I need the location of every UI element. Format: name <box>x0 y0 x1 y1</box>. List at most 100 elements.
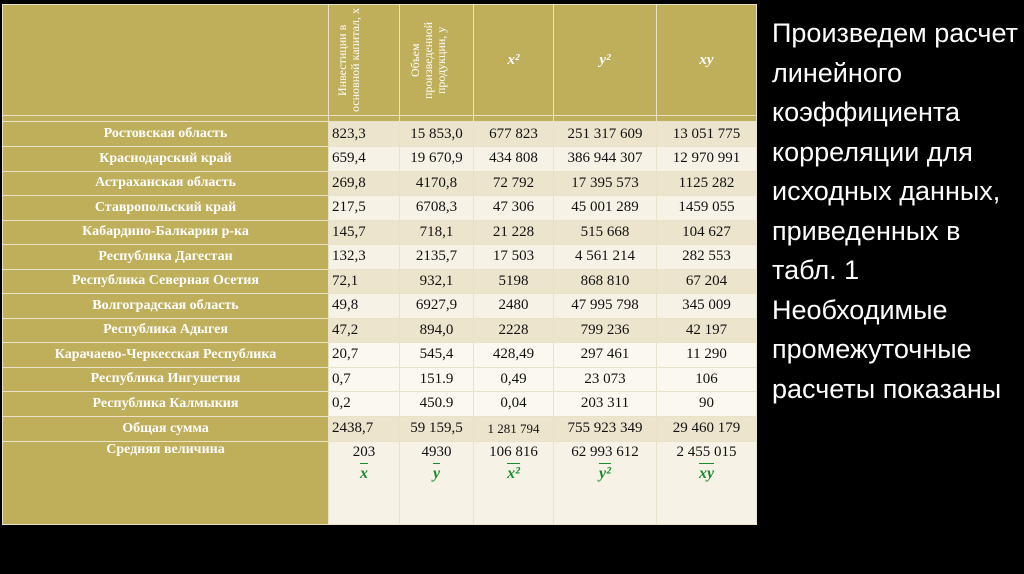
header-blank <box>2 3 329 117</box>
header-y: Объем произведенной продукции, y <box>399 3 474 117</box>
region-name: Республика Дагестан <box>2 244 329 270</box>
cell-y: 151.9 <box>399 366 474 393</box>
cell-y: 19 670,9 <box>399 146 474 172</box>
cell-y2: 203 311 <box>553 391 657 417</box>
cell-x2: 677 823 <box>473 121 554 147</box>
table-header-row: Инвестиции в основной капитал, x Объем п… <box>2 3 757 117</box>
region-name: Ростовская область <box>2 121 329 147</box>
cell-xy: 90 <box>656 391 757 417</box>
cell-x: 823,3 <box>328 121 400 147</box>
table-row: Республика Ингушетия 0,7 151.9 0,49 23 073 10… <box>2 366 757 393</box>
table-row: Астраханская область 269,8 4170,8 72 792 17 … <box>2 170 757 197</box>
cell-y: 2135,7 <box>399 244 474 270</box>
cell-y: 894,0 <box>399 317 474 344</box>
cell-x2: 5198 <box>473 268 554 295</box>
table-row: Ростовская область 823,3 15 853,0 677 823 25… <box>2 121 757 147</box>
region-name: Республика Северная Осетия <box>2 268 329 295</box>
mean-x-cell: 203 x <box>328 441 400 525</box>
mean-x-symbol: x <box>360 463 368 483</box>
cell-xy: 282 553 <box>656 244 757 270</box>
table-row: Республика Дагестан 132,3 2135,7 17 503 4 56… <box>2 244 757 270</box>
cell-x2: 17 503 <box>473 244 554 270</box>
mean-row: Средняя величина 203 x 4930 y 106 816 x² 62… <box>2 441 757 525</box>
region-name: Краснодарский край <box>2 146 329 172</box>
table-row: Республика Северная Осетия 72,1 932,1 5198 8… <box>2 268 757 295</box>
cell-x2: 21 228 <box>473 219 554 246</box>
cell-x: 217,5 <box>328 195 400 221</box>
cell-y: 450.9 <box>399 391 474 417</box>
header-y2: y² <box>553 3 657 117</box>
mean-y2: 62 993 612 <box>571 444 639 461</box>
mean-y-symbol: y <box>432 463 441 483</box>
header-separator <box>2 115 757 123</box>
cell-xy: 1459 055 <box>656 195 757 221</box>
cell-x: 47,2 <box>328 317 400 344</box>
cell-x2: 428,49 <box>473 342 554 368</box>
cell-y2: 297 461 <box>553 342 657 368</box>
region-name: Кабардино-Балкария р-ка <box>2 219 329 246</box>
cell-x2: 434 808 <box>473 146 554 172</box>
total-x: 2438,7 <box>328 415 400 443</box>
table-row: Карачаево-Черкесская Республика 20,7 545,4… <box>2 342 757 368</box>
cell-x2: 47 306 <box>473 195 554 221</box>
mean-x2: 106 816 <box>489 444 538 461</box>
cell-y2: 799 236 <box>553 317 657 344</box>
total-x2: 1 281 794 <box>473 415 554 443</box>
table-row: Волгоградская область 49,8 6927,9 2480 47 99… <box>2 293 757 319</box>
region-name: Республика Ингушетия <box>2 366 329 393</box>
data-table: Инвестиции в основной капитал, x Объем п… <box>2 3 757 525</box>
region-name: Астраханская область <box>2 170 329 197</box>
cell-y2: 386 944 307 <box>553 146 657 172</box>
table-row: Кабардино-Балкария р-ка 145,7 718,1 21 228 5… <box>2 219 757 246</box>
cell-y: 4170,8 <box>399 170 474 197</box>
mean-xy-symbol: xy <box>698 463 715 483</box>
cell-xy: 42 197 <box>656 317 757 344</box>
region-name: Карачаево-Черкесская Республика <box>2 342 329 368</box>
cell-y: 718,1 <box>399 219 474 246</box>
mean-y2-cell: 62 993 612 y² <box>553 441 657 525</box>
total-y: 59 159,5 <box>399 415 474 443</box>
region-name: Волгоградская область <box>2 293 329 319</box>
region-name: Республика Адыгея <box>2 317 329 344</box>
mean-y-cell: 4930 y <box>399 441 474 525</box>
total-y2: 755 923 349 <box>553 415 657 443</box>
cell-x: 20,7 <box>328 342 400 368</box>
cell-y2: 868 810 <box>553 268 657 295</box>
table-body: Ростовская область 823,3 15 853,0 677 823 25… <box>2 121 757 417</box>
total-label: Общая сумма <box>2 415 329 443</box>
cell-y2: 515 668 <box>553 219 657 246</box>
cell-y2: 45 001 289 <box>553 195 657 221</box>
mean-x: 203 <box>352 444 376 461</box>
cell-y: 6708,3 <box>399 195 474 221</box>
table-row: Ставропольский край 217,5 6708,3 47 306 45 0… <box>2 195 757 221</box>
cell-x: 49,8 <box>328 293 400 319</box>
cell-y2: 23 073 <box>553 366 657 393</box>
region-name: Ставропольский край <box>2 195 329 221</box>
mean-xy-cell: 2 455 015 xy <box>656 441 757 525</box>
cell-x: 0,7 <box>328 366 400 393</box>
table-row: Республика Калмыкия 0,2 450.9 0,04 203 311 90 <box>2 391 757 417</box>
cell-x2: 2480 <box>473 293 554 319</box>
cell-x2: 72 792 <box>473 170 554 197</box>
cell-xy: 345 009 <box>656 293 757 319</box>
side-text: Произведем расчет линейного коэффициента… <box>772 18 1018 404</box>
cell-x: 659,4 <box>328 146 400 172</box>
table-row: Краснодарский край 659,4 19 670,9 434 808 38… <box>2 146 757 172</box>
cell-y: 6927,9 <box>399 293 474 319</box>
cell-y: 545,4 <box>399 342 474 368</box>
cell-x: 0,2 <box>328 391 400 417</box>
total-xy: 29 460 179 <box>656 415 757 443</box>
header-xy: xy <box>656 3 757 117</box>
region-name: Республика Калмыкия <box>2 391 329 417</box>
cell-y2: 17 395 573 <box>553 170 657 197</box>
mean-x2-cell: 106 816 x² <box>473 441 554 525</box>
table-row: Республика Адыгея 47,2 894,0 2228 799 236 42 … <box>2 317 757 344</box>
header-x2: x² <box>473 3 554 117</box>
mean-y: 4930 <box>421 444 452 461</box>
cell-xy: 11 290 <box>656 342 757 368</box>
cell-x: 145,7 <box>328 219 400 246</box>
cell-x2: 0,04 <box>473 391 554 417</box>
mean-x2-symbol: x² <box>507 463 520 483</box>
mean-label: Средняя величина <box>2 441 329 525</box>
